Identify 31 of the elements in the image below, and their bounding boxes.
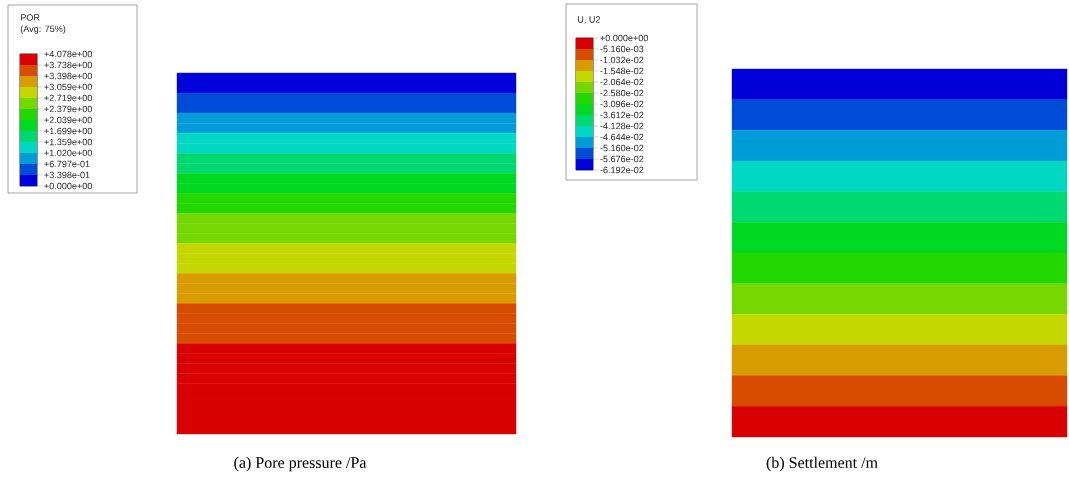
color-bar-label: +0.000e+00: [44, 182, 92, 190]
color-bar-label: -3.612e-02: [600, 111, 644, 119]
color-bar-title: POR: [21, 14, 40, 21]
color-bar-label: -2.580e-02: [600, 89, 644, 97]
color-bar-label: -1.548e-02: [600, 67, 644, 75]
color-bar-label: +1.020e+00: [44, 149, 92, 157]
color-bar-label: -1.032e-02: [600, 56, 644, 64]
color-bar-label: +6.797e-01: [44, 160, 90, 168]
color-bar-label: +2.039e+00: [44, 116, 92, 124]
color-bar-label: -5.160e-03: [600, 45, 644, 53]
color-bar-label: -4.128e-02: [600, 122, 644, 130]
color-bar-label: -5.676e-02: [600, 155, 644, 163]
color-bar-label: -6.192e-02: [600, 166, 644, 174]
color-bar-label: +0.000e+00: [600, 34, 648, 42]
x-axis-title: (b) Settlement /m: [766, 456, 878, 472]
color-bar-label: +2.719e+00: [44, 94, 92, 102]
color-bar-label: +4.078e+00: [44, 50, 92, 58]
x-axis-title: (a) Pore pressure /Pa: [234, 456, 367, 472]
color-bar-label: +3.398e+00: [44, 72, 92, 80]
color-bar-label: -3.096e-02: [600, 100, 644, 108]
color-bar-label: +1.699e+00: [44, 127, 92, 135]
color-bar-label: -2.064e-02: [600, 78, 644, 86]
text: (Avg: 75%): [20, 25, 66, 34]
color-bar-label: +2.379e+00: [44, 105, 92, 113]
color-bar-title: U, U2: [577, 16, 600, 24]
color-bar-label: +3.398e-01: [44, 171, 90, 179]
color-bar-label: -4.644e-02: [600, 133, 644, 141]
color-bar-label: +3.738e+00: [44, 61, 92, 69]
color-bar-label: -5.160e-02: [600, 144, 644, 152]
color-bar-label: +1.359e+00: [44, 138, 92, 146]
color-bar-label: +3.059e+00: [44, 83, 92, 91]
